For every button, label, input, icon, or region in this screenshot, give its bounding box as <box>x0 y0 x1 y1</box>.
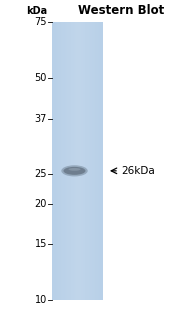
Bar <box>70 22 71 300</box>
Text: 26kDa: 26kDa <box>121 166 155 176</box>
Bar <box>63 22 65 300</box>
Bar <box>94 22 95 300</box>
Bar <box>69 22 70 300</box>
Text: 20: 20 <box>35 199 47 210</box>
Text: kDa: kDa <box>26 6 47 16</box>
Bar <box>83 22 84 300</box>
Bar <box>99 22 101 300</box>
Bar <box>93 22 94 300</box>
Bar <box>72 22 74 300</box>
Bar <box>74 22 75 300</box>
Bar <box>53 22 55 300</box>
Bar <box>101 22 102 300</box>
Text: 37: 37 <box>35 115 47 125</box>
Bar <box>58 22 60 300</box>
Bar <box>88 22 89 300</box>
Bar <box>98 22 99 300</box>
Bar <box>75 22 76 300</box>
Text: Western Blot: Western Blot <box>78 3 164 16</box>
Bar <box>52 22 53 300</box>
Bar <box>76 22 78 300</box>
Text: 75: 75 <box>35 17 47 27</box>
Bar <box>84 22 85 300</box>
Bar <box>60 22 61 300</box>
Bar <box>89 22 90 300</box>
Bar <box>97 22 98 300</box>
Text: 15: 15 <box>35 239 47 249</box>
Bar <box>78 22 79 300</box>
Ellipse shape <box>63 167 86 175</box>
Bar <box>79 22 80 300</box>
Ellipse shape <box>68 168 81 171</box>
Bar <box>67 22 69 300</box>
Bar <box>102 22 103 300</box>
Bar <box>80 22 81 300</box>
Bar <box>52 22 103 300</box>
Bar <box>95 22 97 300</box>
Bar <box>85 22 86 300</box>
Bar <box>55 22 56 300</box>
Bar <box>81 22 83 300</box>
Bar <box>61 22 62 300</box>
Text: 10: 10 <box>35 295 47 305</box>
Text: 50: 50 <box>35 73 47 83</box>
Bar <box>86 22 88 300</box>
Ellipse shape <box>61 165 88 176</box>
Bar <box>65 22 66 300</box>
Bar <box>56 22 57 300</box>
Bar <box>66 22 67 300</box>
Bar <box>90 22 92 300</box>
Bar <box>57 22 58 300</box>
Bar <box>62 22 63 300</box>
Bar <box>92 22 93 300</box>
Bar <box>71 22 72 300</box>
Text: 25: 25 <box>35 169 47 179</box>
